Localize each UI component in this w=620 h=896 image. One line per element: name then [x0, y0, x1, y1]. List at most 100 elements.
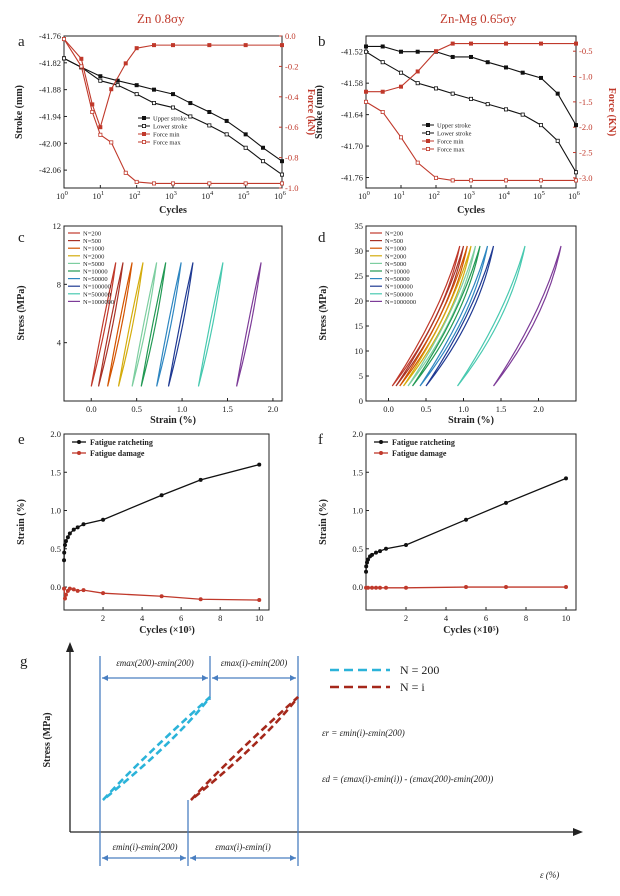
- panel-b-x-ticks: 100 101 102 103 104 105 106: [358, 185, 581, 201]
- x-tick-label: 10: [562, 613, 571, 623]
- data-point: [98, 132, 103, 137]
- data-point: [62, 596, 67, 601]
- legend-label: Fatigue damage: [392, 449, 447, 458]
- panel-b: Zn-Mg 0.65σy b -41.52-41.58-41.64-41.70-…: [314, 11, 617, 216]
- x-tick-label: 100: [358, 190, 370, 201]
- data-point: [279, 159, 284, 164]
- data-point: [198, 477, 203, 482]
- data-point: [415, 49, 420, 54]
- data-point: [468, 96, 473, 101]
- panel-c-frame: [63, 225, 283, 402]
- legend-label: Fatigue ratcheting: [90, 438, 153, 447]
- top-label-2: εmax(i)-εmin(200): [221, 658, 288, 668]
- y-tick-label: 12: [53, 221, 62, 231]
- legend-label: N=50000: [385, 276, 410, 283]
- legend-label: N=500: [385, 238, 403, 245]
- panel-b-series: [363, 41, 579, 183]
- x-tick-label: 103: [165, 190, 177, 201]
- data-point: [464, 585, 468, 590]
- data-point: [384, 585, 388, 590]
- bottom-label-1: εmin(i)-εmin(200): [112, 842, 177, 852]
- data-point: [90, 110, 95, 115]
- data-point: [170, 43, 175, 48]
- panel-g-ylabel: Stress (MPa): [42, 712, 53, 767]
- panel-a-y-ticks: -41.76 -41.82 -41.88 -41.94 -42.00 -42.06: [39, 31, 67, 175]
- y-tick-label: 0.5: [50, 544, 61, 554]
- panel-g-xlabel: ε (%): [540, 870, 559, 880]
- data-point: [243, 43, 248, 48]
- x-tick-label: 1.0: [458, 404, 469, 414]
- panel-e-x-ticks: 2 4 6 8 10: [101, 607, 263, 623]
- top-arrow-2-right: [290, 675, 296, 681]
- top-arrow-1-right: [202, 675, 208, 681]
- x-tick-label: 103: [463, 190, 475, 201]
- data-point: [207, 43, 212, 48]
- data-point: [207, 110, 212, 115]
- data-point: [207, 123, 212, 128]
- data-point: [115, 83, 120, 88]
- x-tick-label: 105: [238, 190, 250, 201]
- data-point: [188, 114, 193, 119]
- hysteresis-loop-4: [131, 262, 158, 387]
- data-point: [574, 41, 579, 46]
- data-point: [378, 585, 382, 590]
- legend-label: N=1000: [385, 246, 406, 253]
- panel-e-letter: e: [18, 432, 25, 448]
- hysteresis-loop-5: [412, 245, 481, 387]
- y-tick-label-right: -2.0: [579, 122, 592, 132]
- legend-label: N=10000: [83, 269, 108, 276]
- legend-label: N=1000000: [83, 299, 114, 306]
- data-point: [188, 101, 193, 106]
- data-point: [65, 535, 70, 540]
- data-point: [366, 585, 370, 590]
- data-point: [224, 132, 229, 137]
- y-tick-label-right: -1.5: [579, 97, 592, 107]
- legend-ni-label: N = i: [400, 680, 425, 694]
- data-point: [109, 140, 114, 145]
- data-point: [370, 552, 374, 557]
- panel-a-frame: [63, 35, 283, 189]
- legend-label: N=100000: [385, 284, 413, 291]
- x-tick-label: 8: [218, 613, 222, 623]
- hysteresis-loop-8: [197, 262, 224, 387]
- legend-label: N=5000: [83, 261, 104, 268]
- equation-damage: εd = (εmax(i)-εmin(i)) - (εmax(200)-εmin…: [322, 774, 493, 784]
- hysteresis-loop-7: [425, 245, 495, 387]
- data-point: [63, 592, 68, 597]
- equation-ratcheting: εr = εmin(i)-εmin(200): [322, 728, 405, 738]
- legend-marker: [426, 138, 431, 143]
- data-point: [398, 84, 403, 89]
- panel-d-series: [391, 245, 562, 387]
- panel-g-letter: g: [20, 654, 28, 670]
- y-tick-label-right: 0.0: [285, 31, 296, 41]
- legend-marker: [142, 139, 147, 144]
- y-tick-label: 15: [355, 321, 364, 331]
- data-point: [67, 586, 72, 591]
- legend-label: Lower stroke: [153, 124, 188, 131]
- data-point: [378, 549, 382, 554]
- panel-c-ylabel: Stress (MPa): [16, 285, 27, 340]
- bottom-label-2: εmax(i)-εmin(i): [215, 842, 271, 852]
- panel-g-y-arrow: [66, 642, 74, 652]
- legend-label: Upper stroke: [437, 123, 471, 130]
- legend-marker: [142, 115, 147, 121]
- data-point: [98, 78, 103, 83]
- x-tick-label: 104: [201, 190, 214, 201]
- hysteresis-loop-1: [97, 262, 124, 387]
- data-point: [374, 585, 378, 590]
- data-point: [159, 594, 164, 599]
- x-tick-label: 101: [393, 190, 405, 201]
- data-point: [398, 135, 403, 140]
- hysteresis-loop-3: [403, 245, 472, 387]
- x-tick-label: 6: [179, 613, 183, 623]
- y-tick-label-right: -0.2: [285, 61, 298, 71]
- panel-b-ylabel: Stroke (mm): [314, 85, 325, 139]
- panel-a-series: [62, 37, 284, 186]
- panel-e-y-ticks: 0.0 0.5 1.0 1.5 2.0: [50, 429, 67, 592]
- data-point: [374, 550, 378, 555]
- y-tick-label-right: -1.0: [285, 183, 298, 193]
- panel-d-legend: N=200N=500N=1000N=2000N=5000N=10000N=500…: [370, 231, 416, 306]
- x-tick-label: 102: [428, 190, 440, 201]
- hysteresis-loop-9: [235, 262, 262, 387]
- x-tick-label: 2: [101, 613, 105, 623]
